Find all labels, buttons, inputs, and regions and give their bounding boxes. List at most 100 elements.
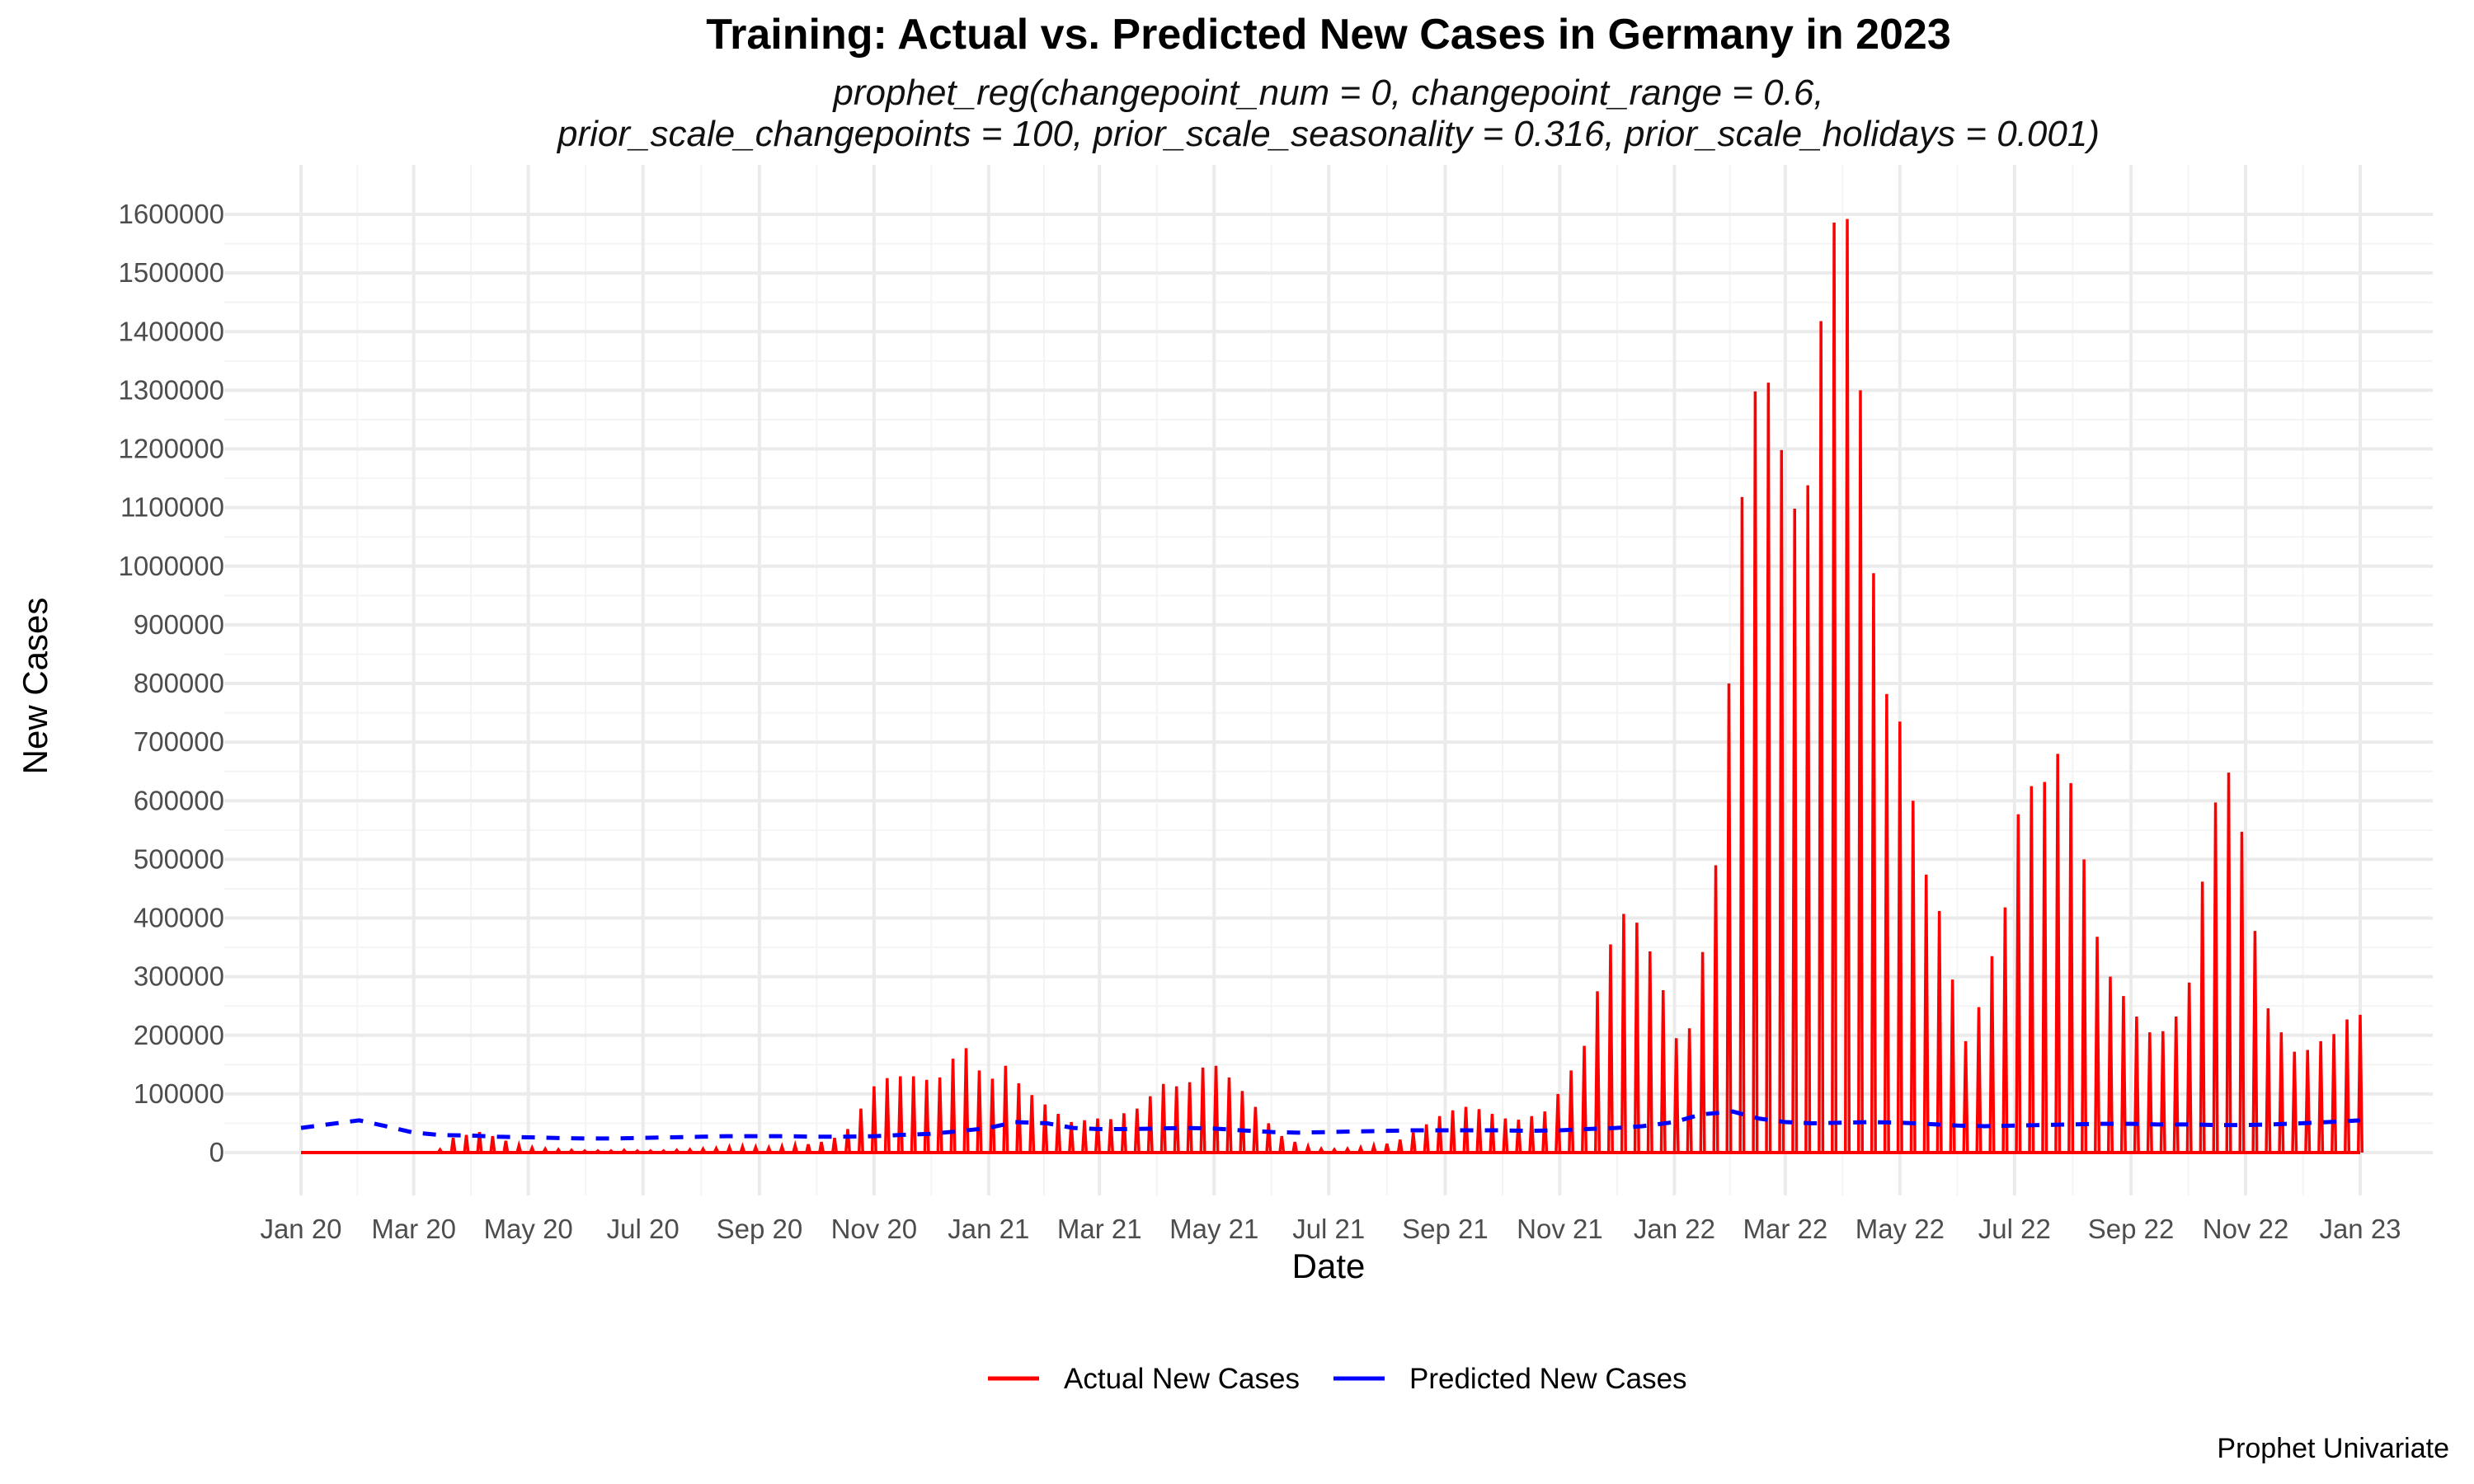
actual-spike — [976, 1070, 983, 1153]
actual-spike — [2028, 786, 2035, 1153]
actual-spike — [1159, 1083, 1167, 1153]
legend-label-predicted: Predicted New Cases — [1409, 1363, 1687, 1395]
actual-spike — [1449, 1110, 1456, 1153]
actual-spike — [936, 1077, 943, 1153]
actual-spike — [1554, 1093, 1562, 1153]
actual-spike — [2133, 1016, 2140, 1153]
x-tick-label: Sep 20 — [717, 1214, 803, 1244]
actual-spike — [595, 1148, 601, 1154]
actual-spike — [1712, 865, 1719, 1153]
actual-spike — [608, 1148, 614, 1154]
actual-spike — [949, 1059, 957, 1153]
y-tick-label: 600000 — [134, 785, 224, 815]
x-tick-label: Nov 22 — [2203, 1214, 2289, 1244]
x-tick-labels: Jan 20 Mar 20 May 20 Jul 20 Sep 20 Nov 20 Jan … — [260, 1214, 2401, 1244]
y-tick-label: 700000 — [134, 726, 224, 757]
actual-spike — [1844, 218, 1851, 1153]
actual-spike — [1344, 1146, 1351, 1153]
actual-spike — [896, 1076, 904, 1153]
actual-spike — [449, 1137, 457, 1153]
actual-spike — [1752, 391, 1759, 1153]
x-tick-label: Jul 20 — [607, 1214, 680, 1244]
actual-spike — [1462, 1106, 1470, 1153]
y-tick-label: 1300000 — [119, 374, 224, 405]
actual-spike — [1659, 989, 1667, 1153]
actual-spike — [2278, 1032, 2285, 1153]
y-tick-label: 0 — [209, 1137, 224, 1167]
actual-spike — [686, 1147, 694, 1153]
series-predicted-new-cases — [300, 1109, 2361, 1141]
y-tick-label: 1600000 — [119, 199, 224, 229]
actual-spike — [1896, 721, 1903, 1153]
actual-spike — [2054, 754, 2062, 1153]
actual-spike — [1199, 1067, 1206, 1153]
y-tick-label: 200000 — [134, 1020, 224, 1050]
actual-spike — [1042, 1104, 1049, 1153]
actual-spike — [778, 1142, 786, 1153]
actual-spike — [1791, 509, 1799, 1153]
actual-spike — [870, 1086, 877, 1153]
y-tick-label: 1200000 — [119, 434, 224, 464]
actual-spike — [2106, 976, 2114, 1153]
actual-spike — [1370, 1140, 1377, 1153]
actual-spike — [1068, 1121, 1075, 1153]
actual-spike — [1528, 1115, 1536, 1153]
actual-spike — [2015, 814, 2022, 1153]
actual-spike — [1173, 1086, 1180, 1153]
actual-spike — [1120, 1113, 1127, 1153]
actual-spike — [1318, 1146, 1324, 1153]
actual-spike — [857, 1108, 864, 1153]
actual-spike — [1002, 1065, 1009, 1153]
actual-spike — [2304, 1050, 2312, 1153]
x-tick-label: Jul 21 — [1292, 1214, 1365, 1244]
actual-spike — [1436, 1115, 1443, 1153]
actual-spike — [1423, 1124, 1430, 1153]
actual-spike — [634, 1148, 641, 1154]
actual-spike — [1502, 1118, 1509, 1153]
actual-spike — [2291, 1051, 2298, 1153]
actual-spike — [1856, 390, 1865, 1153]
actual-spike — [2041, 782, 2048, 1153]
actual-spike — [1686, 1028, 1693, 1153]
actual-spike — [1765, 383, 1772, 1153]
actual-spike — [2119, 996, 2127, 1153]
x-tick-label: Jan 20 — [260, 1214, 341, 1244]
actual-spike — [2146, 1032, 2153, 1153]
y-tick-label: 1100000 — [120, 492, 224, 523]
actual-spike — [699, 1146, 707, 1153]
actual-spike — [831, 1137, 839, 1153]
actual-spike — [674, 1148, 680, 1154]
actual-spike — [1278, 1135, 1286, 1153]
actual-spike — [726, 1143, 733, 1153]
actual-spike — [1922, 874, 1930, 1153]
actual-spike — [2212, 802, 2219, 1153]
x-tick-label: May 20 — [484, 1214, 573, 1244]
chart-subtitle-line-2: prior_scale_changepoints = 100, prior_sc… — [557, 114, 2100, 154]
x-tick-label: Jul 22 — [1978, 1214, 2051, 1244]
chart-subtitle-line-1: prophet_reg(changepoint_num = 0, changep… — [833, 73, 1824, 113]
actual-spike — [739, 1142, 746, 1153]
actual-spike — [1331, 1147, 1338, 1153]
actual-spike — [2317, 1040, 2325, 1153]
actual-spike — [1949, 979, 1956, 1153]
actual-spike — [621, 1148, 628, 1154]
actual-spike — [818, 1141, 825, 1153]
actual-spike — [2331, 1034, 2338, 1153]
actual-spike — [923, 1079, 930, 1153]
actual-spike — [2081, 859, 2088, 1153]
y-tick-label: 1500000 — [119, 257, 224, 288]
actual-spike — [1646, 951, 1653, 1153]
actual-spike — [436, 1147, 444, 1153]
x-tick-label: Sep 21 — [1402, 1214, 1489, 1244]
actual-spike — [713, 1144, 720, 1153]
actual-spike — [476, 1131, 483, 1153]
actual-spike — [1055, 1113, 1062, 1153]
legend: Actual New Cases Predicted New Cases — [988, 1363, 1687, 1395]
actual-spike — [1883, 693, 1890, 1153]
actual-spike — [1081, 1120, 1089, 1153]
actual-spike — [515, 1139, 523, 1153]
actual-spike — [962, 1048, 970, 1153]
actual-spike — [1988, 956, 1996, 1153]
actual-spike — [1252, 1106, 1259, 1153]
actual-spike — [1975, 1007, 1982, 1153]
